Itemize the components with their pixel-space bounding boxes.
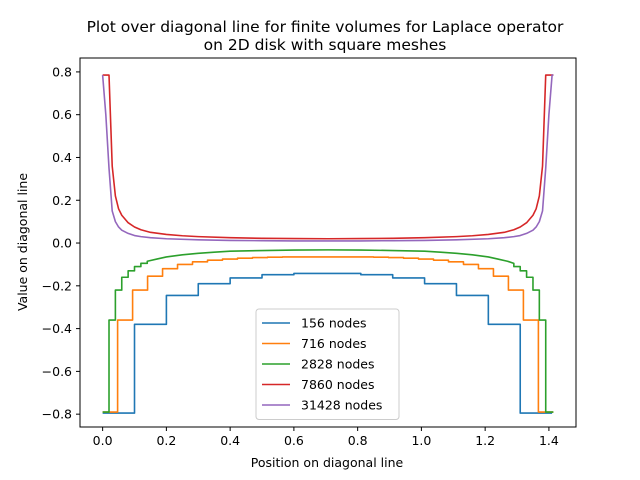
x-tick-label: 0.8 [348,433,368,448]
series-line-3 [102,74,554,240]
x-tick-label: 1.4 [539,433,559,448]
series-line-0 [102,272,553,414]
y-tick-label: 0.8 [52,64,72,79]
series-line-2 [102,249,554,413]
y-tick-label: −0.8 [42,407,72,422]
legend: 156 nodes 716 nodes 2828 nodes 7860 nodes 31… [255,308,400,420]
x-axis-ticks: 0.0 0.2 0.4 0.6 0.8 1.0 1.2 1.4 [93,427,559,448]
y-tick-label: −0.2 [42,278,72,293]
x-tick-label: 1.0 [411,433,431,448]
series-line-1 [102,256,554,413]
y-tick-label: 0.2 [52,193,72,208]
x-tick-label: 0.0 [93,433,113,448]
x-tick-label: 0.2 [156,433,176,448]
y-tick-label: −0.6 [42,364,72,379]
legend-label-3: 7860 nodes [301,377,375,392]
x-tick-label: 0.6 [284,433,304,448]
y-tick-label: 0.6 [52,107,72,122]
x-tick-label: 1.2 [475,433,495,448]
y-tick-label: 0.0 [52,236,72,251]
legend-box [255,308,400,420]
plot-area [79,57,577,428]
y-axis-label: Value on diagonal line [15,173,30,311]
chart-title-line-2: on 2D disk with square meshes [204,36,447,54]
y-tick-label: −0.4 [42,321,72,336]
chart-title-line-1: Plot over diagonal line for finite volum… [87,18,564,36]
legend-label-2: 2828 nodes [301,357,375,372]
legend-label-4: 31428 nodes [301,398,382,413]
legend-label-0: 156 nodes [301,316,367,331]
y-axis-ticks: −0.8 −0.6 −0.4 −0.2 0.0 0.2 0.4 0.6 0.8 [42,64,80,422]
x-tick-label: 0.4 [220,433,240,448]
y-tick-label: 0.4 [52,150,72,165]
legend-label-1: 716 nodes [301,336,367,351]
x-axis-label: Position on diagonal line [251,455,404,470]
axes-frame [79,57,577,428]
series-line-4 [101,74,554,242]
